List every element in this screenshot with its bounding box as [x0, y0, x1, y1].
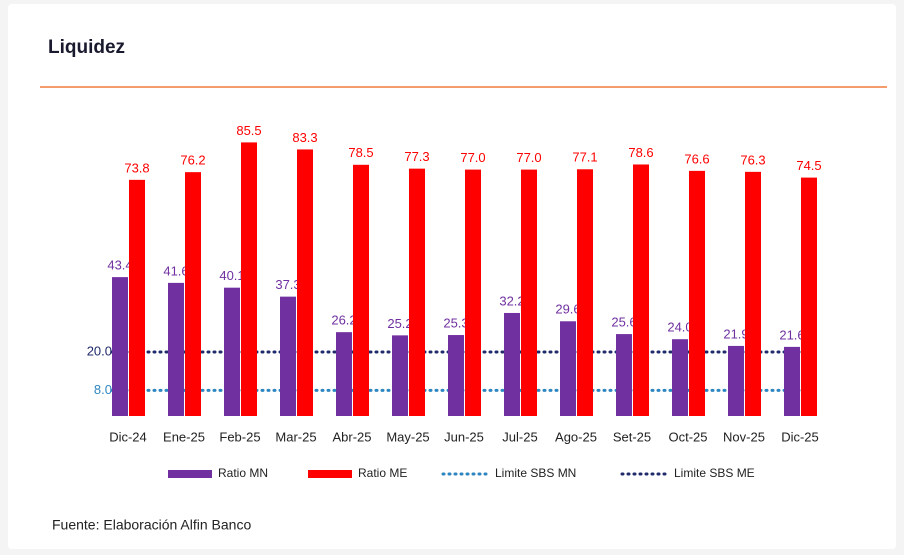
legend-label: Limite SBS MN — [495, 466, 576, 480]
bar — [633, 164, 649, 416]
reference-label: 8.0 — [94, 382, 112, 397]
data-label: 76.3 — [740, 152, 765, 167]
bar — [168, 282, 184, 416]
data-label: 73.8 — [124, 160, 149, 175]
data-label: 24.0 — [667, 320, 692, 335]
bar — [577, 169, 593, 416]
title: Liquidez — [48, 37, 125, 58]
bar — [409, 168, 425, 416]
data-label: 78.5 — [348, 145, 373, 160]
bar — [728, 345, 744, 416]
legend-label: Limite SBS ME — [674, 466, 755, 480]
source: Fuente: Elaboración Alfin Banco — [52, 517, 251, 533]
data-label: 77.0 — [460, 150, 485, 165]
data-label: 29.6 — [555, 302, 580, 317]
legend-label: Ratio MN — [218, 466, 268, 480]
data-label: 26.2 — [331, 313, 356, 328]
bar — [448, 335, 464, 416]
bar — [784, 346, 800, 416]
x-tick-label: Ago-25 — [555, 429, 597, 444]
bar — [224, 287, 240, 416]
bar — [129, 179, 145, 416]
data-label: 25.3 — [443, 315, 468, 330]
bar — [465, 169, 481, 416]
bar — [745, 171, 761, 416]
bar — [616, 334, 632, 416]
data-label: 25.6 — [611, 315, 636, 330]
bar — [241, 142, 257, 416]
data-label: 76.6 — [684, 151, 709, 166]
bar — [112, 277, 128, 416]
bar — [672, 339, 688, 416]
data-label: 43.4 — [107, 258, 132, 273]
x-tick-label: Set-25 — [613, 429, 651, 444]
bar — [336, 332, 352, 416]
bar — [297, 149, 313, 416]
data-label: 32.2 — [499, 293, 524, 308]
x-tick-label: Ene-25 — [163, 429, 205, 444]
data-label: 21.9 — [723, 326, 748, 341]
bar — [392, 335, 408, 416]
reference-label: 20.0 — [87, 343, 112, 358]
data-label: 37.3 — [275, 277, 300, 292]
x-tick-label: Mar-25 — [275, 429, 316, 444]
bar — [185, 172, 201, 416]
legend-swatch — [308, 470, 352, 478]
bar — [353, 164, 369, 416]
bar — [560, 321, 576, 416]
x-tick-label: Oct-25 — [668, 429, 707, 444]
legend-swatch — [168, 470, 212, 478]
bar — [504, 312, 520, 416]
data-label: 77.0 — [516, 150, 541, 165]
data-label: 77.1 — [572, 150, 597, 165]
bar — [801, 177, 817, 416]
x-tick-label: May-25 — [386, 429, 429, 444]
legend-label: Ratio ME — [358, 466, 407, 480]
data-label: 74.5 — [796, 158, 821, 173]
data-label: 41.6 — [163, 263, 188, 278]
x-tick-label: Abr-25 — [332, 429, 371, 444]
data-label: 83.3 — [292, 130, 317, 145]
data-label: 40.1 — [219, 268, 244, 283]
x-tick-label: Feb-25 — [219, 429, 260, 444]
data-label: 78.6 — [628, 145, 653, 160]
data-label: 85.5 — [236, 123, 261, 138]
data-label: 76.2 — [180, 153, 205, 168]
x-tick-label: Jul-25 — [502, 429, 537, 444]
x-tick-label: Nov-25 — [723, 429, 765, 444]
x-tick-label: Dic-24 — [109, 429, 147, 444]
data-label: 77.3 — [404, 149, 429, 164]
x-tick-label: Dic-25 — [781, 429, 819, 444]
x-tick-label: Jun-25 — [444, 429, 484, 444]
data-label: 21.6 — [779, 327, 804, 342]
bar — [689, 170, 705, 416]
bar — [521, 169, 537, 416]
data-label: 25.2 — [387, 316, 412, 331]
bar — [280, 296, 296, 416]
